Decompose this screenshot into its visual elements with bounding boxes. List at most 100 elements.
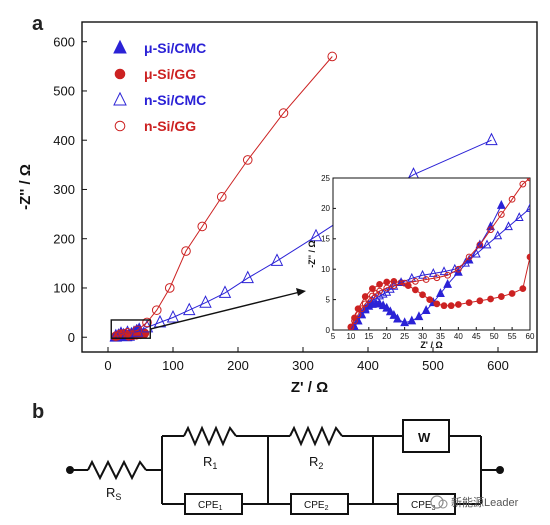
inset-point-n-si-gg <box>412 277 419 285</box>
inset-point-n-si-cmc <box>350 321 359 330</box>
inset-point-n-si-gg <box>351 317 358 325</box>
inset-point--si-gg <box>454 301 462 308</box>
cpe3-label: CPE3 <box>411 500 436 512</box>
inset-y-tick-label: 15 <box>321 235 330 244</box>
resistor-rs <box>87 459 147 481</box>
legend-label-n-si-gg: n-Si/GG <box>144 118 196 134</box>
main-x-tick-label: 200 <box>227 358 249 373</box>
main-point-n-si-cmc <box>199 295 212 308</box>
main-point-n-si-gg <box>151 305 162 315</box>
inset-point--si-cmc <box>436 288 445 297</box>
main-point-n-si-cmc <box>309 228 323 242</box>
watermark-text: 新能源Leader <box>451 495 519 509</box>
main-chart: 0 100 200 300 400 500 6000100200300400500600Z'… <box>17 21 538 396</box>
inset-point-n-si-gg <box>508 195 516 203</box>
inset-point--si-gg <box>433 300 441 308</box>
inset-point-n-si-gg <box>476 241 484 249</box>
inset-point-n-si-gg <box>361 300 369 308</box>
main-x-tick-label: 100 <box>162 358 184 373</box>
main-x-tick-label: 0 <box>104 358 111 373</box>
inset-point-n-si-cmc <box>482 239 492 249</box>
inset-point--si-cmc <box>389 309 399 319</box>
r1-label: R1 <box>203 454 217 471</box>
inset-point-n-si-cmc <box>375 290 384 300</box>
inset-point--si-gg <box>419 291 426 299</box>
inset-x-tick-label: 35 <box>436 332 445 341</box>
main-y-tick-label: 600 <box>53 34 75 49</box>
zoom-arrowhead <box>296 288 306 296</box>
cpe1-label: CPE1 <box>198 500 223 512</box>
inset-point--si-gg <box>361 293 369 300</box>
inset-point--si-gg <box>465 299 473 307</box>
equivalent-circuit <box>66 419 504 515</box>
inset-point--si-cmc <box>385 306 395 316</box>
main-line-n-si-gg <box>115 56 333 337</box>
inset-point--si-gg <box>476 297 484 305</box>
inset-point-n-si-gg <box>526 178 530 182</box>
inset-point--si-cmc <box>496 199 506 209</box>
inset-point-n-si-cmc <box>360 303 370 313</box>
watermark: 新能源Leader <box>430 495 519 509</box>
main-point-n-si-gg <box>197 221 208 232</box>
resistor-r1 <box>183 425 237 447</box>
terminal-left <box>66 466 74 474</box>
inset-point--si-cmc <box>421 305 431 315</box>
inset-y-tick-label: 0 <box>326 326 331 335</box>
inset-x-tick-label: 5 <box>331 332 336 341</box>
main-point-n-si-gg <box>242 155 253 165</box>
inset-point-n-si-cmc <box>353 315 363 325</box>
inset-y-axis-title: -Z'' / Ω <box>307 240 317 268</box>
inset-point--si-gg <box>376 281 383 288</box>
resistor-r2 <box>289 425 343 447</box>
terminal-right <box>496 466 504 474</box>
inset-x-tick-label: 50 <box>490 332 499 341</box>
inset-x-tick-label: 15 <box>364 332 373 341</box>
inset-point--si-cmc <box>414 311 424 321</box>
inset-point--si-cmc <box>382 302 392 312</box>
main-y-tick-label: 500 <box>53 84 75 99</box>
inset-point-n-si-gg <box>487 226 494 234</box>
main-point-n-si-gg <box>278 108 289 118</box>
inset-y-tick-label: 20 <box>321 204 330 213</box>
main-point-n-si-cmc <box>218 285 232 298</box>
inset-point-n-si-cmc <box>385 283 395 293</box>
legend-marker--si-gg <box>114 68 126 80</box>
main-point-n-si-gg <box>142 317 152 328</box>
inset-point-n-si-cmc <box>407 272 417 282</box>
main-point-n-si-cmc <box>241 270 254 284</box>
inset-point-n-si-gg <box>347 323 355 330</box>
main-point-n-si-cmc <box>183 302 196 316</box>
inset-line-n-si-cmc <box>354 208 530 328</box>
main-point-n-si-gg <box>164 283 175 293</box>
main-x-tick-label: 600 <box>487 358 509 373</box>
inset-x-tick-label: 25 <box>400 332 409 341</box>
main-x-tick-label: 300 <box>292 358 314 373</box>
main-x-axis-title: Z' / Ω <box>291 379 328 396</box>
inset-point-n-si-cmc <box>382 286 392 296</box>
r2-label: R2 <box>309 454 323 471</box>
legend-label--si-gg: μ-Si/GG <box>144 66 196 82</box>
inset-point-n-si-cmc <box>428 268 438 277</box>
main-point-n-si-gg <box>132 325 143 336</box>
inset-point--si-gg <box>426 296 434 303</box>
legend: μ-Si/CMC μ-Si/GG n-Si/CMC n-Si/GG <box>113 39 206 134</box>
panel-label-a: a <box>32 13 44 35</box>
inset-point-n-si-cmc <box>504 221 513 231</box>
inset-y-tick-label: 10 <box>321 265 330 274</box>
inset-point--si-gg <box>519 285 527 293</box>
main-point-n-si-gg <box>181 246 191 256</box>
legend-marker-n-si-gg <box>114 120 126 132</box>
inset-point-n-si-gg <box>444 271 451 279</box>
inset-x-tick-label: 20 <box>382 332 391 341</box>
inset-point--si-gg <box>497 293 505 300</box>
inset-point-n-si-gg <box>390 282 398 289</box>
main-y-axis-title: -Z'' / Ω <box>17 164 34 210</box>
inset-point--si-gg <box>526 253 530 261</box>
inset-point-n-si-cmc <box>367 295 377 305</box>
wechat-icon <box>430 495 444 509</box>
inset-y-tick-label: 25 <box>321 174 330 183</box>
inset-point-n-si-cmc <box>439 266 449 276</box>
inset-point-n-si-gg <box>358 305 366 313</box>
